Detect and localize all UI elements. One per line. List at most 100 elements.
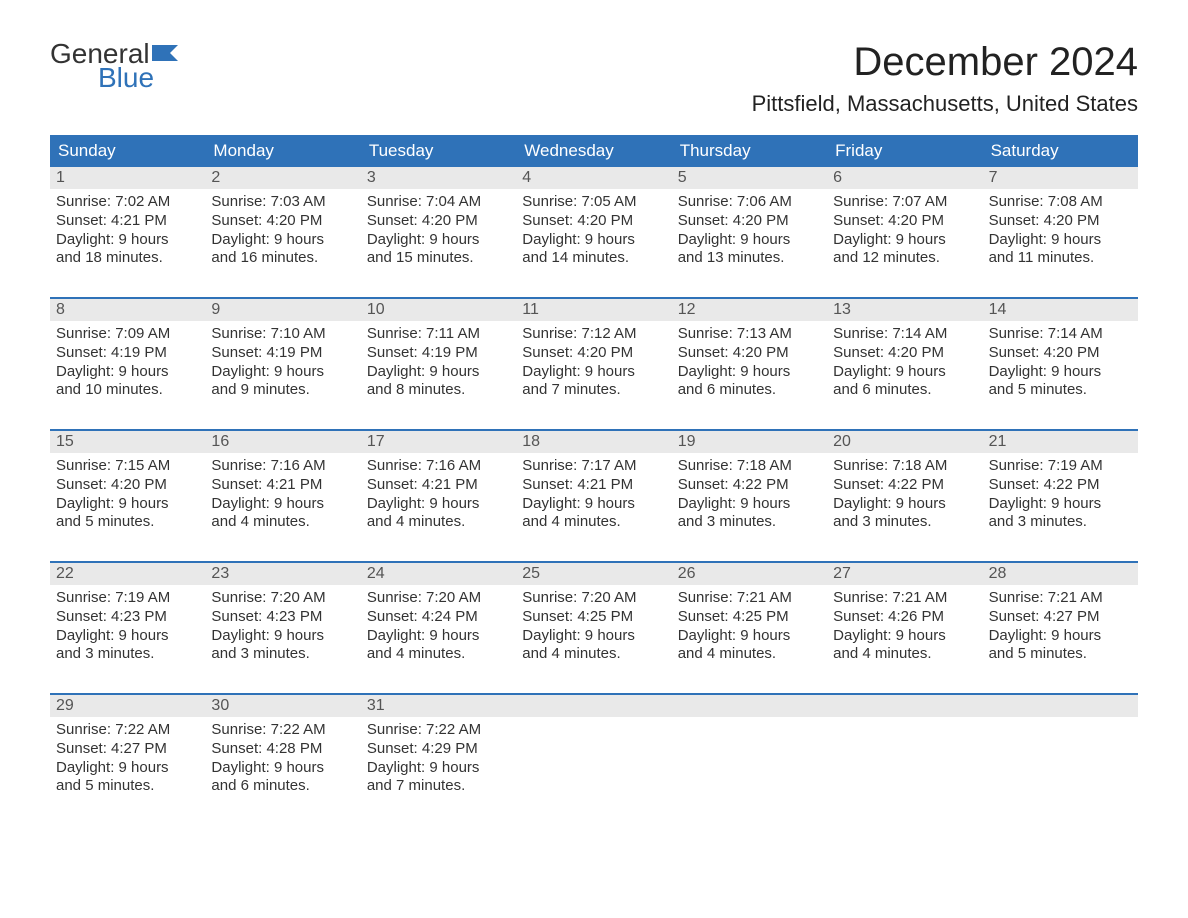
d1-text: Daylight: 9 hours (367, 495, 510, 514)
day-number: 31 (361, 695, 516, 717)
day-cell: Sunrise: 7:22 AMSunset: 4:27 PMDaylight:… (50, 717, 205, 809)
d2-text: and 4 minutes. (833, 645, 976, 664)
d2-text: and 4 minutes. (367, 513, 510, 532)
day-cell: Sunrise: 7:13 AMSunset: 4:20 PMDaylight:… (672, 321, 827, 413)
d1-text: Daylight: 9 hours (211, 231, 354, 250)
sunset-text: Sunset: 4:23 PM (56, 608, 199, 627)
sunrise-text: Sunrise: 7:13 AM (678, 325, 821, 344)
sunrise-text: Sunrise: 7:12 AM (522, 325, 665, 344)
d1-text: Daylight: 9 hours (56, 627, 199, 646)
day-cell: Sunrise: 7:20 AMSunset: 4:24 PMDaylight:… (361, 585, 516, 677)
day-number: 25 (516, 563, 671, 585)
sunset-text: Sunset: 4:21 PM (211, 476, 354, 495)
day-number: 14 (983, 299, 1138, 321)
sunset-text: Sunset: 4:20 PM (56, 476, 199, 495)
sunset-text: Sunset: 4:23 PM (211, 608, 354, 627)
sunset-text: Sunset: 4:24 PM (367, 608, 510, 627)
d2-text: and 4 minutes. (367, 645, 510, 664)
sunrise-text: Sunrise: 7:03 AM (211, 193, 354, 212)
day-cell: Sunrise: 7:22 AMSunset: 4:28 PMDaylight:… (205, 717, 360, 809)
sunrise-text: Sunrise: 7:20 AM (211, 589, 354, 608)
sunset-text: Sunset: 4:19 PM (211, 344, 354, 363)
day-number: 12 (672, 299, 827, 321)
d1-text: Daylight: 9 hours (989, 363, 1132, 382)
d2-text: and 6 minutes. (678, 381, 821, 400)
day-cell: Sunrise: 7:19 AMSunset: 4:22 PMDaylight:… (983, 453, 1138, 545)
day-cell: Sunrise: 7:20 AMSunset: 4:25 PMDaylight:… (516, 585, 671, 677)
day-cell: Sunrise: 7:11 AMSunset: 4:19 PMDaylight:… (361, 321, 516, 413)
sunrise-text: Sunrise: 7:14 AM (833, 325, 976, 344)
sunrise-text: Sunrise: 7:02 AM (56, 193, 199, 212)
sunset-text: Sunset: 4:27 PM (989, 608, 1132, 627)
day-number: 18 (516, 431, 671, 453)
day-cell: Sunrise: 7:21 AMSunset: 4:25 PMDaylight:… (672, 585, 827, 677)
calendar: Sunday Monday Tuesday Wednesday Thursday… (50, 135, 1138, 809)
day-number: 21 (983, 431, 1138, 453)
day-header-cell: Thursday (672, 135, 827, 167)
sunrise-text: Sunrise: 7:19 AM (989, 457, 1132, 476)
day-number-row: 293031 (50, 695, 1138, 717)
day-cell: Sunrise: 7:19 AMSunset: 4:23 PMDaylight:… (50, 585, 205, 677)
d2-text: and 8 minutes. (367, 381, 510, 400)
d2-text: and 5 minutes. (989, 381, 1132, 400)
page-header: General Blue December 2024 Pittsfield, M… (50, 40, 1138, 127)
day-cell: Sunrise: 7:18 AMSunset: 4:22 PMDaylight:… (827, 453, 982, 545)
d2-text: and 3 minutes. (211, 645, 354, 664)
sunset-text: Sunset: 4:29 PM (367, 740, 510, 759)
day-cell: Sunrise: 7:14 AMSunset: 4:20 PMDaylight:… (983, 321, 1138, 413)
d1-text: Daylight: 9 hours (833, 363, 976, 382)
sunset-text: Sunset: 4:22 PM (989, 476, 1132, 495)
d1-text: Daylight: 9 hours (678, 495, 821, 514)
d1-text: Daylight: 9 hours (211, 627, 354, 646)
d1-text: Daylight: 9 hours (522, 627, 665, 646)
sunrise-text: Sunrise: 7:18 AM (833, 457, 976, 476)
d2-text: and 11 minutes. (989, 249, 1132, 268)
d1-text: Daylight: 9 hours (56, 231, 199, 250)
d1-text: Daylight: 9 hours (678, 363, 821, 382)
d2-text: and 15 minutes. (367, 249, 510, 268)
day-number-row: 15161718192021 (50, 431, 1138, 453)
d2-text: and 3 minutes. (833, 513, 976, 532)
day-number-row: 891011121314 (50, 299, 1138, 321)
day-header-cell: Sunday (50, 135, 205, 167)
sunset-text: Sunset: 4:21 PM (56, 212, 199, 231)
d1-text: Daylight: 9 hours (833, 495, 976, 514)
day-number: 11 (516, 299, 671, 321)
sunset-text: Sunset: 4:21 PM (522, 476, 665, 495)
d2-text: and 5 minutes. (56, 777, 199, 796)
sunrise-text: Sunrise: 7:16 AM (211, 457, 354, 476)
d1-text: Daylight: 9 hours (367, 363, 510, 382)
day-number: 7 (983, 167, 1138, 189)
sunrise-text: Sunrise: 7:08 AM (989, 193, 1132, 212)
day-number: 5 (672, 167, 827, 189)
day-cell: Sunrise: 7:07 AMSunset: 4:20 PMDaylight:… (827, 189, 982, 281)
day-number: 15 (50, 431, 205, 453)
day-cell: Sunrise: 7:16 AMSunset: 4:21 PMDaylight:… (205, 453, 360, 545)
day-cell: Sunrise: 7:04 AMSunset: 4:20 PMDaylight:… (361, 189, 516, 281)
d1-text: Daylight: 9 hours (989, 495, 1132, 514)
d2-text: and 14 minutes. (522, 249, 665, 268)
d1-text: Daylight: 9 hours (833, 231, 976, 250)
sunset-text: Sunset: 4:20 PM (522, 212, 665, 231)
d1-text: Daylight: 9 hours (989, 627, 1132, 646)
sunrise-text: Sunrise: 7:11 AM (367, 325, 510, 344)
sunrise-text: Sunrise: 7:21 AM (678, 589, 821, 608)
day-cell: Sunrise: 7:21 AMSunset: 4:27 PMDaylight:… (983, 585, 1138, 677)
d1-text: Daylight: 9 hours (678, 231, 821, 250)
week-row: 1234567Sunrise: 7:02 AMSunset: 4:21 PMDa… (50, 167, 1138, 281)
sunrise-text: Sunrise: 7:16 AM (367, 457, 510, 476)
sunset-text: Sunset: 4:20 PM (989, 212, 1132, 231)
sunset-text: Sunset: 4:20 PM (211, 212, 354, 231)
month-title: December 2024 (752, 40, 1138, 85)
d2-text: and 7 minutes. (367, 777, 510, 796)
day-cell: Sunrise: 7:02 AMSunset: 4:21 PMDaylight:… (50, 189, 205, 281)
day-number: 2 (205, 167, 360, 189)
day-cell: Sunrise: 7:17 AMSunset: 4:21 PMDaylight:… (516, 453, 671, 545)
d2-text: and 4 minutes. (522, 645, 665, 664)
day-cell (672, 717, 827, 809)
day-number: 27 (827, 563, 982, 585)
week-row: 15161718192021Sunrise: 7:15 AMSunset: 4:… (50, 429, 1138, 545)
day-number: 9 (205, 299, 360, 321)
sunset-text: Sunset: 4:19 PM (56, 344, 199, 363)
d1-text: Daylight: 9 hours (678, 627, 821, 646)
